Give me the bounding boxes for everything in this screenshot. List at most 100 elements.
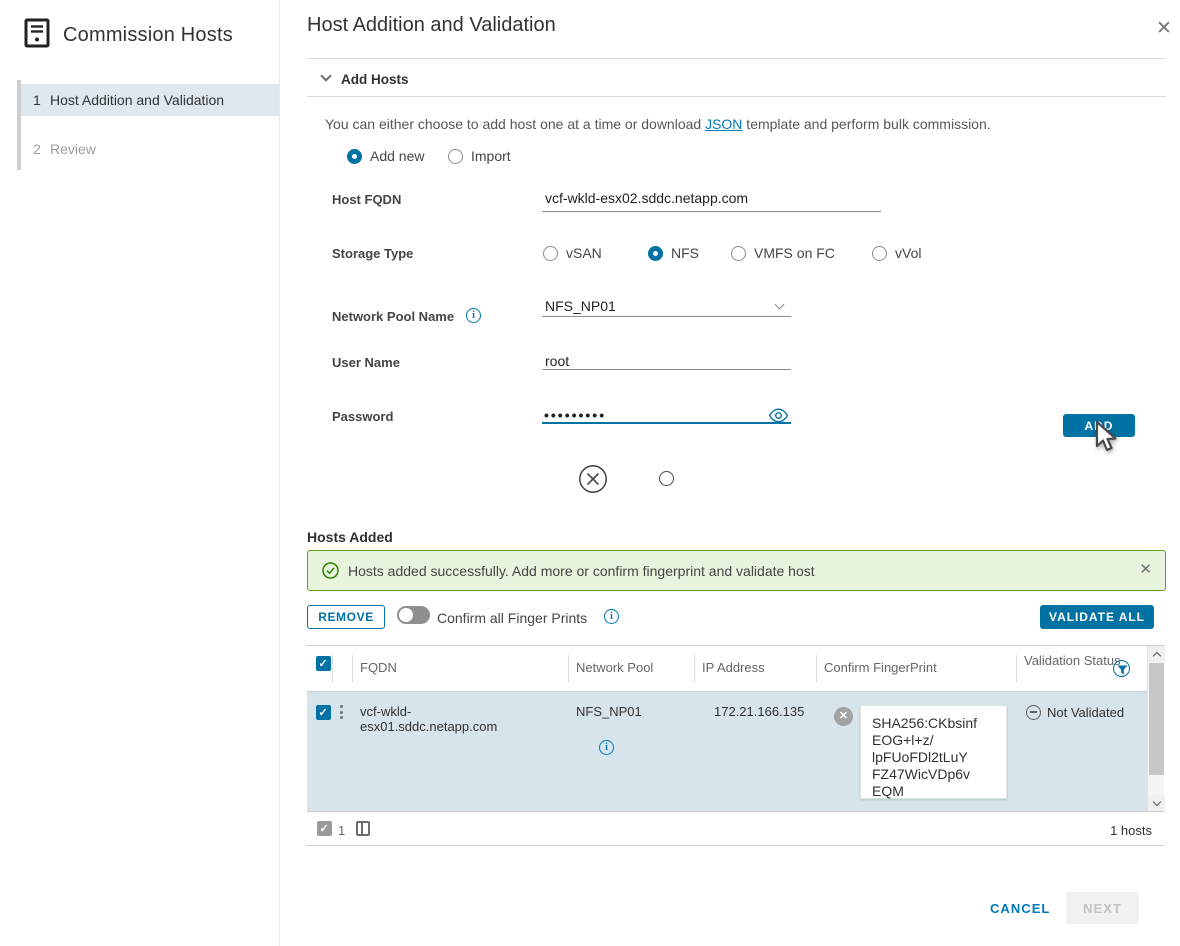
sidebar-step-host-addition[interactable]: 1 Host Addition and Validation [21,84,279,116]
column-separator [332,655,333,683]
radio-icon[interactable] [872,245,887,261]
step-label: Review [50,141,96,157]
radio-label: VMFS on FC [754,245,835,261]
radio-selected-icon[interactable] [648,245,663,261]
info-icon[interactable] [466,308,481,323]
radio-add-new[interactable]: Add new [347,148,424,164]
radio-label: NFS [671,245,699,261]
radio-label: Import [471,148,511,164]
column-header-network-pool[interactable]: Network Pool [576,660,654,675]
column-separator [694,655,695,683]
host-fqdn-label: Host FQDN [332,192,402,207]
selected-count: 1 [338,823,346,838]
password-underline [542,407,791,424]
table-row[interactable]: vcf-wkld-esx01.sddc.netapp.com NFS_NP01 … [307,692,1147,811]
fingerprint-line: EQM [872,783,904,799]
radio-label: vVol [895,245,922,261]
confirm-fingerprints-label: Confirm all Finger Prints [437,610,588,626]
column-header-ip-address[interactable]: IP Address [702,660,765,675]
radio-vmfs-on-fc[interactable]: VMFS on FC [731,245,835,261]
radio-nfs[interactable]: NFS [648,245,699,261]
remove-button[interactable]: REMOVE [307,605,385,629]
fingerprint-line: FZ47WicVDp6v [872,766,971,782]
row-network-pool: NFS_NP01 [576,704,642,719]
eye-icon[interactable] [768,408,789,428]
confirm-fingerprints-toggle[interactable] [397,606,430,624]
host-icon [24,18,50,53]
radio-icon[interactable] [543,245,558,261]
wizard-title: Commission Hosts [63,24,233,46]
hosts-added-heading: Hosts Added [307,529,393,545]
close-icon[interactable]: ✕ [1156,18,1172,39]
info-icon[interactable] [599,740,614,755]
row-ip-address: 172.21.166.135 [714,704,805,719]
circle-icon [659,471,674,486]
radio-vsan[interactable]: vSAN [543,245,602,261]
scroll-up-button[interactable] [1148,646,1165,662]
next-button[interactable]: NEXT [1066,892,1139,924]
success-check-icon [322,562,339,579]
host-fqdn-underline [542,194,881,212]
not-validated-icon [1026,705,1041,720]
dismiss-fingerprint-icon[interactable]: ✕ [834,707,853,726]
kebab-menu-icon[interactable] [340,705,343,719]
close-icon[interactable]: ✕ [1139,561,1152,578]
row-validation-status: Not Validated [1047,705,1125,720]
radio-vvol[interactable]: vVol [872,245,921,261]
sidebar-step-review[interactable]: 2 Review [21,133,279,165]
host-fqdn-input[interactable]: vcf-wkld-esx02.sddc.netapp.com [545,190,749,206]
step-track [17,80,21,170]
chevron-down-icon [1152,797,1161,806]
chevron-down-icon[interactable] [320,70,332,82]
radio-selected-icon[interactable] [347,148,362,164]
user-name-input[interactable]: root [545,353,570,369]
column-header-confirm-fingerprint[interactable]: Confirm FingerPrint [824,660,937,675]
user-name-underline [542,353,791,370]
table-scrollbar[interactable] [1147,646,1165,811]
network-pool-label: Network Pool Name [332,309,455,324]
success-banner: Hosts added successfully. Add more or co… [307,550,1166,591]
column-header-fqdn[interactable]: FQDN [360,660,397,675]
radio-icon[interactable] [731,245,746,261]
intro-after: template and perform bulk commission. [742,116,991,132]
scrollbar-thumb[interactable] [1149,663,1164,775]
table-header: FQDN Network Pool IP Address Confirm Fin… [307,645,1164,692]
x-circle-icon[interactable] [578,464,608,499]
fingerprint-line: SHA256:CKbsinf [872,715,978,731]
step-number: 1 [33,92,41,108]
scroll-down-button[interactable] [1148,795,1165,811]
column-separator [352,655,353,683]
wizard-sidebar: Commission Hosts 1 Host Addition and Val… [0,0,280,946]
chevron-up-icon [1152,651,1161,660]
table-footer: 1 1 hosts [307,811,1164,846]
column-picker-icon[interactable] [356,821,370,836]
network-pool-select[interactable]: NFS_NP01 [545,298,616,314]
column-header-validation-status[interactable]: Validation Status [1024,653,1121,668]
success-banner-text: Hosts added successfully. Add more or co… [348,562,815,579]
network-pool-underline [542,299,791,317]
add-hosts-section-header[interactable]: Add Hosts [341,72,409,87]
select-all-checkbox[interactable] [316,656,331,671]
step-number: 2 [33,141,41,157]
radio-import[interactable]: Import [448,148,511,164]
user-name-label: User Name [332,355,400,370]
page-title: Host Addition and Validation [307,14,556,36]
column-separator [568,655,569,683]
fingerprint-line: lpFUoFDl2tLuY [872,749,968,765]
cancel-button[interactable]: CANCEL [990,901,1051,916]
divider [307,58,1166,59]
total-hosts: 1 hosts [1110,823,1152,838]
row-checkbox[interactable] [316,705,331,720]
password-label: Password [332,409,394,424]
add-button[interactable]: ADD [1063,414,1135,437]
json-template-link[interactable]: JSON [705,116,743,132]
step-label: Host Addition and Validation [50,92,225,108]
toggle-knob [399,608,413,622]
validate-all-button[interactable]: VALIDATE ALL [1040,605,1154,629]
selection-summary-checkbox-icon [317,821,332,836]
info-icon[interactable] [604,609,619,624]
radio-icon[interactable] [448,148,463,164]
filter-icon[interactable] [1113,660,1130,677]
radio-label: vSAN [566,245,602,261]
password-input[interactable]: ••••••••• [544,407,607,423]
